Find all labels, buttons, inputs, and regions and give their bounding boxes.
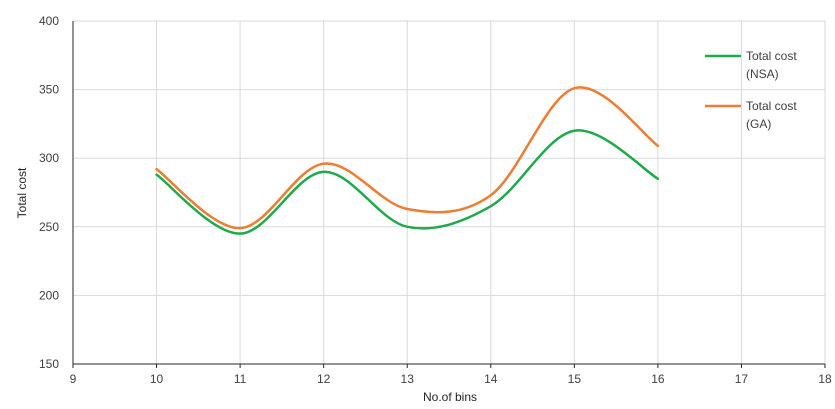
grid: [73, 20, 826, 364]
y-tick-label: 250: [39, 220, 59, 234]
x-tick-label: 14: [484, 372, 498, 386]
legend-label-nsa-line-1: Total cost: [746, 49, 797, 63]
series-line-nsa: [155, 129, 660, 235]
series-line-ga: [155, 86, 660, 230]
x-tick-label: 9: [70, 372, 77, 386]
legend-label-nsa: Total cost (NSA): [746, 49, 800, 81]
y-tick-label: 350: [39, 83, 59, 97]
x-tick-label: 16: [651, 372, 665, 386]
series-lines: [155, 86, 660, 235]
legend-label-ga: Total cost (GA): [746, 99, 800, 131]
x-tick-label: 15: [568, 372, 582, 386]
x-axis-title: No.of bins: [423, 390, 477, 404]
y-tick-label: 150: [39, 357, 59, 371]
y-tick-label: 400: [39, 14, 59, 28]
tick-labels: 9 10 11 12 13 14 15 16 17 18 150 200 250 300 350 400: [39, 14, 832, 386]
legend-label-nsa-line-2: (NSA): [746, 67, 779, 81]
axes: [72, 21, 826, 368]
x-tick-label: 13: [401, 372, 415, 386]
y-tick-label: 300: [39, 151, 59, 165]
x-tick-label: 10: [150, 372, 164, 386]
legend: Total cost (NSA) Total cost (GA): [705, 49, 800, 131]
legend-label-ga-line-1: Total cost: [746, 99, 797, 113]
x-tick-label: 11: [234, 372, 247, 386]
legend-label-ga-line-2: (GA): [746, 117, 771, 131]
y-axis-title: Total cost: [15, 167, 29, 218]
x-tick-label: 18: [818, 372, 832, 386]
x-tick-label: 17: [735, 372, 749, 386]
y-tick-label: 200: [39, 288, 59, 302]
x-tick-label: 12: [317, 372, 331, 386]
